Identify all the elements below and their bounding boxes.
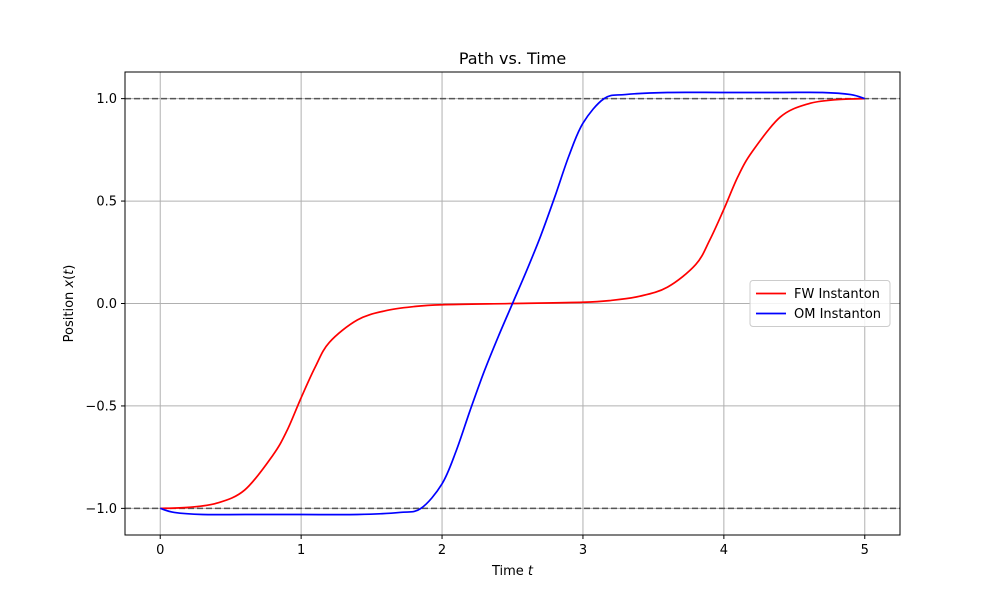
x-tick-label: 2: [438, 543, 446, 558]
series-lines: [159, 91, 866, 516]
y-tick-label: 0.0: [96, 297, 117, 312]
series-line-om-instanton: [159, 91, 866, 516]
legend: FW Instanton OM Instanton: [749, 280, 891, 327]
x-tick-label: 1: [297, 543, 305, 558]
y-tick-label: 0.5: [96, 195, 117, 210]
legend-box: [749, 280, 891, 327]
y-ticks: −1.0 −0.5 0.0 0.5 1.0: [85, 92, 125, 517]
x-ticks: 0 1 2 3 4 5: [156, 535, 869, 558]
x-tick-label: 0: [156, 543, 164, 558]
legend-label: FW Instanton: [794, 287, 880, 302]
y-axis-label: Position x(t): [62, 265, 77, 343]
x-tick-label: 4: [720, 543, 728, 558]
y-tick-label: −0.5: [85, 399, 117, 414]
y-tick-label: −1.0: [85, 502, 117, 517]
chart-title: Path vs. Time: [459, 49, 566, 68]
x-tick-label: 3: [579, 543, 587, 558]
legend-label: OM Instanton: [794, 307, 881, 322]
y-tick-label: 1.0: [96, 92, 117, 107]
x-tick-label: 5: [861, 543, 869, 558]
reference-lines: [125, 97, 900, 510]
x-axis-label: Time t: [491, 564, 534, 579]
